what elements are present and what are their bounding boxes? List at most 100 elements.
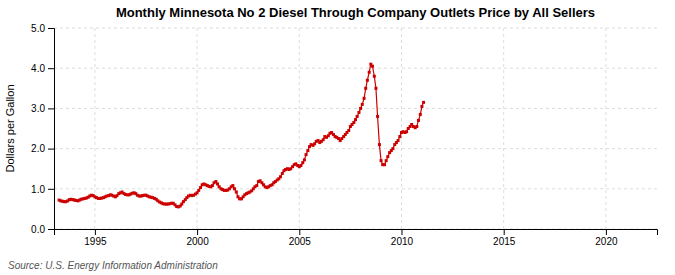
grid-line-y xyxy=(54,68,657,69)
point xyxy=(398,135,401,138)
x-axis-line xyxy=(55,230,658,236)
x-tick-mark xyxy=(197,229,198,235)
x-tick: 2015 xyxy=(493,229,516,247)
y-tick-label: 0.0 xyxy=(31,224,45,235)
y-tick: 3.0 xyxy=(31,103,54,114)
point xyxy=(405,130,408,133)
x-tick-label: 1995 xyxy=(84,236,107,247)
point xyxy=(199,186,202,189)
point xyxy=(364,87,367,90)
y-tick-label: 3.0 xyxy=(31,103,45,114)
title: Monthly Minnesota No 2 Diesel Through Co… xyxy=(116,5,595,20)
x-tick: 2010 xyxy=(391,229,414,247)
y-tick-mark xyxy=(48,108,54,109)
point xyxy=(386,155,389,158)
point xyxy=(419,113,422,116)
grid-line-x xyxy=(605,28,606,229)
point xyxy=(363,97,366,100)
grid-line-x xyxy=(401,28,402,229)
point xyxy=(420,105,423,108)
point xyxy=(371,65,374,68)
point xyxy=(347,129,350,132)
y-tick: 0.0 xyxy=(31,224,54,235)
grid-line-y xyxy=(54,148,657,149)
y-tick-mark xyxy=(48,68,54,69)
point xyxy=(231,184,234,187)
series xyxy=(58,63,425,209)
line xyxy=(59,64,423,207)
grid-line-x xyxy=(503,28,504,229)
y-tick-mark xyxy=(48,28,54,29)
x-tick-mark xyxy=(299,229,300,235)
point xyxy=(301,161,304,164)
y-tick-label: 5.0 xyxy=(31,23,45,34)
y-axis-label: Dollars per Gallon xyxy=(4,84,16,172)
point xyxy=(368,71,371,74)
point xyxy=(322,138,325,141)
x-tick-label: 2015 xyxy=(493,236,516,247)
grid-line-y xyxy=(54,188,657,189)
x-tick: 2005 xyxy=(289,229,312,247)
x-tick: 2000 xyxy=(186,229,209,247)
annotation: Source: U.S. Energy Information Administ… xyxy=(8,260,218,271)
point xyxy=(197,189,200,192)
x-tick-mark xyxy=(504,229,505,235)
point xyxy=(415,125,418,128)
y-tick-mark xyxy=(48,229,54,230)
chart: 1995 2000 2005 2010 2015 2020 0.0 1.0 2.0 3.0 4.0 5… xyxy=(0,0,675,275)
grid-line-x xyxy=(299,28,300,229)
x-tick: 2020 xyxy=(595,229,618,247)
x-tick-mark xyxy=(606,229,607,235)
point xyxy=(385,159,388,162)
point xyxy=(306,149,309,152)
y-tick-label: 1.0 xyxy=(31,184,45,195)
y-tick: 2.0 xyxy=(31,143,54,154)
point xyxy=(397,139,400,142)
x-tick-label: 2020 xyxy=(595,236,618,247)
point xyxy=(356,115,359,118)
x-axis: 1995 2000 2005 2010 2015 2020 xyxy=(55,229,658,247)
y-tick-mark xyxy=(48,189,54,190)
point xyxy=(211,184,214,187)
x-tick-mark xyxy=(95,229,96,235)
point xyxy=(279,175,282,178)
point xyxy=(357,111,360,114)
y-tick-label: 2.0 xyxy=(31,143,45,154)
grid-line-x xyxy=(197,28,198,229)
point xyxy=(235,191,238,194)
point xyxy=(422,101,425,104)
point xyxy=(380,159,383,162)
point xyxy=(391,147,394,150)
point xyxy=(376,115,379,118)
y-tick: 4.0 xyxy=(31,63,54,74)
y-tick: 1.0 xyxy=(31,184,54,195)
point xyxy=(255,184,258,187)
y-tick: 5.0 xyxy=(31,23,54,34)
point xyxy=(359,107,362,110)
point xyxy=(373,75,376,78)
point xyxy=(352,121,355,124)
x-tick: 1995 xyxy=(84,229,107,247)
point xyxy=(361,103,364,106)
point xyxy=(305,153,308,156)
y-tick-mark xyxy=(48,149,54,150)
x-tick-mark xyxy=(401,229,402,235)
point xyxy=(374,87,377,90)
y-axis: 0.0 1.0 2.0 3.0 4.0 5.0 xyxy=(31,23,54,235)
point xyxy=(303,158,306,161)
x-tick-label: 2005 xyxy=(289,236,312,247)
point xyxy=(216,182,219,185)
x-tick-label: 2000 xyxy=(186,236,209,247)
point xyxy=(281,172,284,175)
x-tick-label: 2010 xyxy=(391,236,414,247)
y-axis-line xyxy=(48,29,55,230)
grid-line-y xyxy=(54,28,657,29)
grid-line-y xyxy=(54,108,657,109)
plot-area: 1995 2000 2005 2010 2015 2020 0.0 1.0 2.0 3.0 4.0 5… xyxy=(31,23,657,247)
point xyxy=(354,118,357,121)
point xyxy=(378,143,381,146)
grid xyxy=(54,28,657,229)
point xyxy=(366,79,369,82)
point xyxy=(299,164,302,167)
y-tick-label: 4.0 xyxy=(31,63,45,74)
